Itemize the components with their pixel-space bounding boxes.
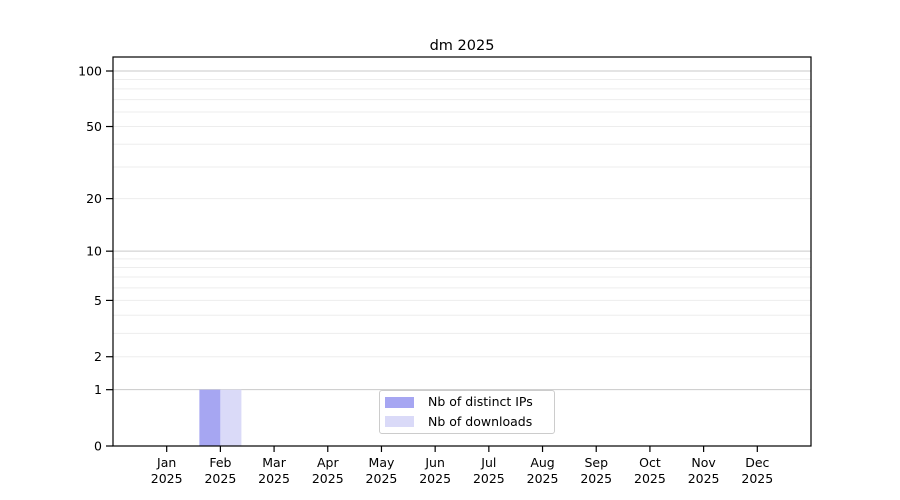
x-tick-label-year: 2025	[258, 471, 290, 486]
x-tick-label-year: 2025	[204, 471, 236, 486]
axes	[106, 56, 812, 452]
x-tick-label-month-apr: Apr	[317, 455, 339, 470]
legend-entry-downloads: Nb of downloads	[385, 413, 546, 429]
y-tick-label-100: 100	[78, 64, 102, 79]
legend: Nb of distinct IPs Nb of downloads	[379, 390, 555, 434]
x-tick-label-year: 2025	[741, 471, 773, 486]
gridlines	[113, 70, 811, 391]
x-tick-label-month-feb: Feb	[209, 455, 231, 470]
bar-nb-of-distinct-ips-feb	[199, 389, 221, 446]
legend-label-distinct-ips: Nb of distinct IPs	[428, 394, 533, 409]
x-tick-label-month-jan: Jan	[156, 455, 176, 470]
y-tick-label-1: 1	[94, 382, 102, 397]
x-tick-label-month-sep: Sep	[584, 455, 608, 470]
y-tick-label-0: 0	[94, 439, 102, 454]
x-tick-label-month-dec: Dec	[745, 455, 769, 470]
y-tick-label-50: 50	[86, 119, 102, 134]
x-tick-label-year: 2025	[580, 471, 612, 486]
chart-title: dm 2025	[430, 38, 495, 54]
x-tick-label-month-aug: Aug	[530, 455, 554, 470]
axis-labels: 1005020105210Jan2025Feb2025Mar2025Apr202…	[78, 64, 773, 486]
y-tick-label-2: 2	[94, 349, 102, 364]
x-tick-label-month-jul: Jul	[480, 455, 496, 470]
y-tick-label-20: 20	[86, 191, 102, 206]
x-tick-label-year: 2025	[151, 471, 183, 486]
legend-entry-distinct-ips: Nb of distinct IPs	[385, 394, 546, 409]
x-tick-label-month-oct: Oct	[639, 455, 661, 470]
x-tick-label-year: 2025	[366, 471, 398, 486]
legend-swatch-downloads	[385, 416, 414, 428]
bars	[199, 389, 242, 446]
x-tick-label-year: 2025	[634, 471, 666, 486]
x-tick-label-month-may: May	[369, 455, 395, 470]
legend-label-downloads: Nb of downloads	[428, 413, 533, 429]
x-tick-label-year: 2025	[688, 471, 720, 486]
y-tick-label-5: 5	[94, 293, 102, 308]
y-tick-label-10: 10	[86, 244, 102, 259]
x-tick-label-month-nov: Nov	[691, 455, 716, 470]
bar-nb-of-downloads-feb	[220, 389, 242, 446]
x-tick-label-month-mar: Mar	[262, 455, 286, 470]
x-tick-label-year: 2025	[473, 471, 505, 486]
x-tick-label-year: 2025	[527, 471, 559, 486]
x-tick-label-year: 2025	[419, 471, 451, 486]
x-tick-label-year: 2025	[312, 471, 344, 486]
legend-swatch-distinct-ips	[385, 396, 414, 408]
x-tick-label-month-jun: Jun	[424, 455, 445, 470]
